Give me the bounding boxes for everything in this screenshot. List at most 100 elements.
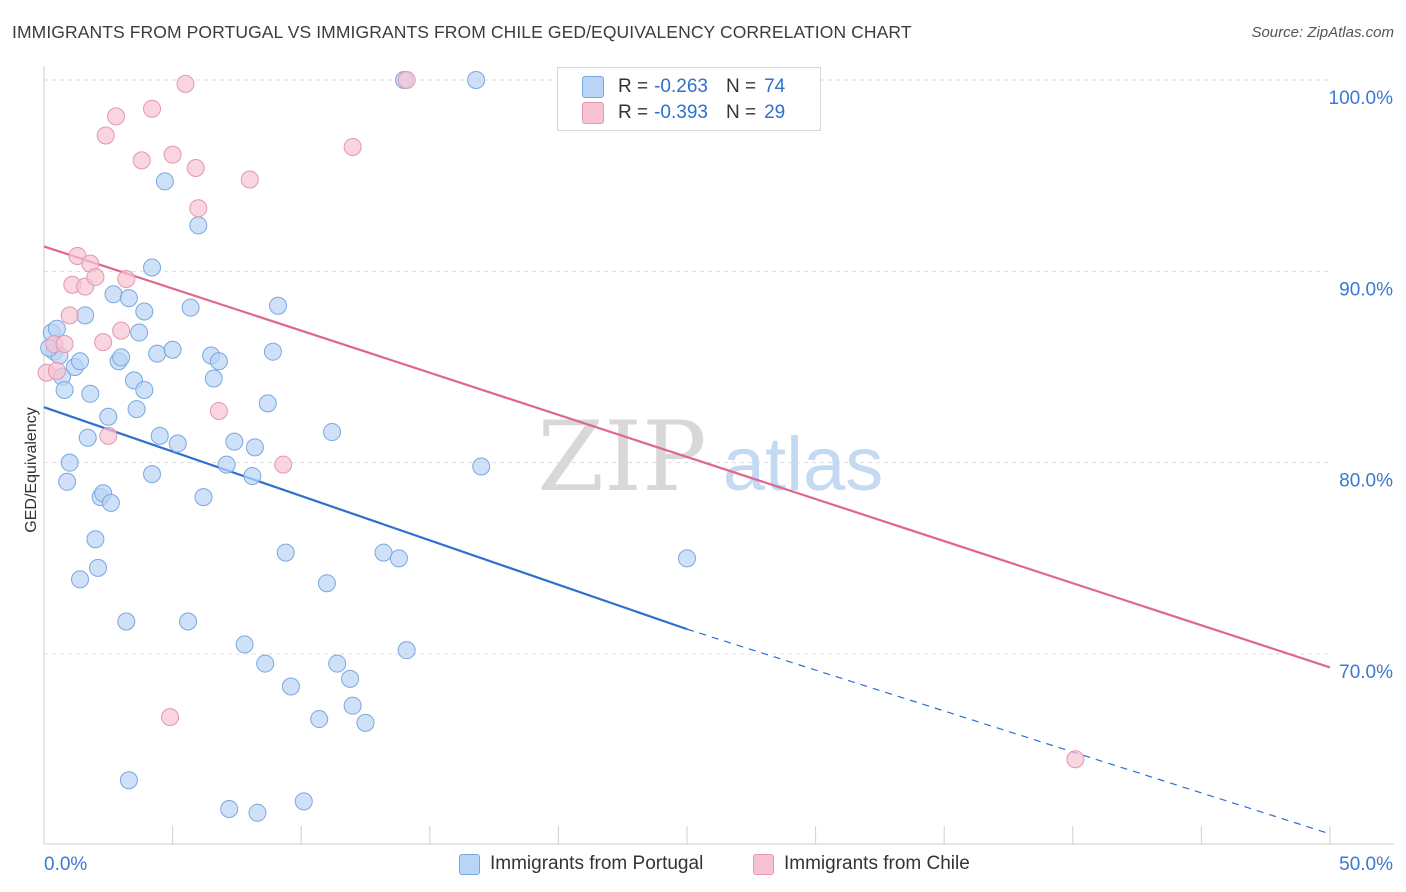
legend-row-portugal: R = -0.263 N = 74 xyxy=(582,74,785,100)
portugal-point xyxy=(78,428,97,447)
chile-swatch xyxy=(582,102,604,124)
chile-point xyxy=(47,361,66,380)
chile-legend-swatch xyxy=(753,853,774,875)
chile-point xyxy=(1066,750,1085,769)
portugal-point xyxy=(89,558,108,577)
portugal-point xyxy=(179,612,198,631)
chile-point xyxy=(60,306,79,325)
portugal-point xyxy=(127,400,146,419)
tick-labels: 70.0% 80.0% 90.0% 100.0% 0.0% 50.0% xyxy=(44,88,1393,875)
series-legend-chile: Immigrants from Chile xyxy=(753,852,970,876)
portugal-point xyxy=(389,549,408,568)
portugal-point xyxy=(243,467,262,486)
portugal-point xyxy=(341,669,360,688)
portugal-legend-swatch xyxy=(459,853,480,875)
correlation-legend: R = -0.263 N = 74 R = -0.393 N = 29 xyxy=(557,67,821,131)
portugal-point xyxy=(112,348,131,367)
chile-point xyxy=(397,71,416,89)
chile-point xyxy=(55,335,74,354)
portugal-point xyxy=(71,352,90,371)
chile-point xyxy=(143,99,162,118)
source-label: Source: ZipAtlas.com xyxy=(1251,24,1394,41)
portugal-point xyxy=(86,530,105,549)
portugal-point xyxy=(263,342,282,361)
y-tick-label: 70.0% xyxy=(1339,662,1393,683)
portugal-point xyxy=(472,457,491,476)
y-axis-label: GED/Equivalency xyxy=(23,407,40,532)
chile-legend-label: Immigrants from Chile xyxy=(784,853,970,874)
portugal-point xyxy=(276,543,295,562)
portugal-point xyxy=(60,453,79,472)
r-label: R = xyxy=(618,102,649,123)
portugal-point xyxy=(119,289,138,308)
portugal-point xyxy=(235,635,254,654)
chile-point xyxy=(209,402,228,421)
portugal-point xyxy=(245,438,264,457)
chile-point xyxy=(176,74,195,93)
portugal-legend-label: Immigrants from Portugal xyxy=(490,853,704,874)
portugal-point xyxy=(71,570,90,589)
chile-point xyxy=(132,151,151,170)
portugal-point xyxy=(678,549,696,568)
axes xyxy=(43,66,1394,845)
portugal-point xyxy=(99,407,118,426)
chile-point xyxy=(161,708,180,727)
portugal-point xyxy=(168,434,187,453)
trend-lines xyxy=(43,245,1331,835)
y-tick-label: 100.0% xyxy=(1329,88,1394,109)
portugal-point xyxy=(119,771,138,790)
portugal-point xyxy=(130,323,149,342)
portugal-point xyxy=(135,380,154,399)
portugal-point xyxy=(58,472,77,491)
legend-row-chile: R = -0.393 N = 29 xyxy=(582,100,785,126)
portugal-point xyxy=(256,654,275,673)
portugal-point xyxy=(317,574,336,593)
watermark-zip: ZIP xyxy=(537,401,706,513)
portugal-point xyxy=(47,319,66,338)
portugal-point xyxy=(76,306,95,325)
portugal-point xyxy=(269,296,288,315)
chile-point xyxy=(107,107,126,126)
portugal-trend-line xyxy=(43,406,688,631)
portugal-point xyxy=(135,302,154,321)
portugal-point xyxy=(163,340,182,359)
portugal-point xyxy=(143,465,162,484)
portugal-point xyxy=(217,455,236,474)
portugal-point xyxy=(55,380,74,399)
portugal-point xyxy=(343,696,362,715)
y-tick-label: 80.0% xyxy=(1339,471,1393,492)
chile-point xyxy=(163,145,182,164)
n-label: N = xyxy=(725,102,757,123)
chile-r-value: -0.393 xyxy=(654,102,708,123)
portugal-point xyxy=(150,426,169,445)
portugal-point xyxy=(155,172,174,191)
chile-point xyxy=(96,126,115,145)
watermark: ZIP atlas xyxy=(537,401,883,513)
portugal-r-value: -0.263 xyxy=(654,76,708,97)
chile-point xyxy=(112,321,131,340)
portugal-point xyxy=(220,799,239,818)
chile-point xyxy=(117,269,136,288)
chile-point xyxy=(99,426,118,445)
r-label: R = xyxy=(618,76,649,97)
portugal-point xyxy=(101,493,120,512)
portugal-point xyxy=(104,285,123,304)
data-points xyxy=(37,71,1085,822)
chile-n-value: 29 xyxy=(764,102,786,123)
chile-point xyxy=(94,333,113,352)
portugal-point xyxy=(258,394,277,413)
portugal-point xyxy=(323,423,342,442)
chile-point xyxy=(274,455,293,474)
chart-title: IMMIGRANTS FROM PORTUGAL VS IMMIGRANTS F… xyxy=(12,22,912,42)
portugal-point xyxy=(328,654,347,673)
portugal-point xyxy=(117,612,136,631)
y-tick-label: 90.0% xyxy=(1339,279,1393,300)
x-tick-label-max: 50.0% xyxy=(1339,854,1393,875)
series-legend-portugal: Immigrants from Portugal xyxy=(459,852,703,876)
portugal-point xyxy=(194,488,213,507)
portugal-point xyxy=(181,298,200,317)
chile-point xyxy=(189,199,208,218)
portugal-point xyxy=(248,803,267,822)
chile-trend-line xyxy=(43,245,1331,669)
